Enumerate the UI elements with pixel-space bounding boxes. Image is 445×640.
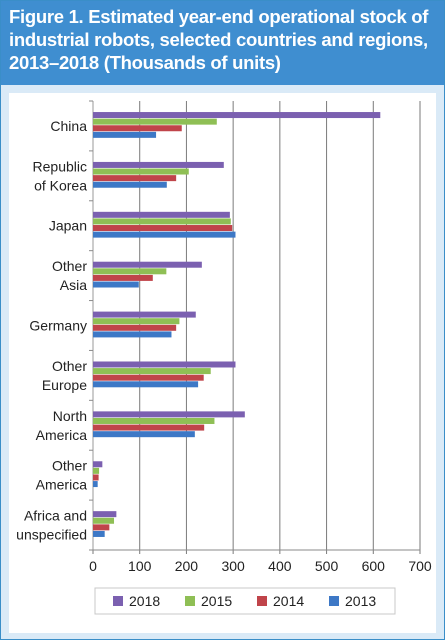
- legend-label-2014: 2014: [273, 593, 304, 609]
- bar-2015-other-asia: [93, 268, 167, 275]
- category-label: America: [36, 477, 88, 493]
- bar-2013-north-america: [93, 431, 195, 438]
- legend-swatch-2018: [113, 596, 123, 606]
- chart-panel: China Republic of Korea Japan Other Asia Germa…: [9, 93, 436, 633]
- bar-2014-china: [93, 125, 182, 132]
- bar-2015-north-america: [93, 417, 215, 424]
- title-bar: Figure 1. Estimated year-end operational…: [1, 1, 444, 85]
- legend-label-2015: 2015: [201, 593, 232, 609]
- bar-2014-other-america: [93, 474, 99, 481]
- bar-2013-china: [93, 131, 157, 138]
- bar-2014-other-asia: [93, 274, 153, 281]
- bar-2014-other-europe: [93, 374, 204, 381]
- legend-swatch-2013: [329, 596, 339, 606]
- bar-2018-other-america: [93, 461, 103, 468]
- bar-2015-china: [93, 118, 217, 125]
- category-label: Other: [52, 358, 87, 374]
- bar-2014-africa-and-unspecified: [93, 524, 110, 531]
- bar-2018-china: [93, 112, 381, 119]
- category-label: Asia: [60, 277, 87, 293]
- x-tick-label: 300: [221, 558, 245, 574]
- x-tick-label: 100: [128, 558, 152, 574]
- bar-2014-japan: [93, 225, 233, 232]
- legend-label-2018: 2018: [129, 593, 160, 609]
- bar-2013-germany: [93, 331, 172, 338]
- legend-box: [94, 587, 396, 615]
- x-tick-label: 500: [315, 558, 339, 574]
- legend-label-2013: 2013: [345, 593, 376, 609]
- bar-2015-germany: [93, 318, 180, 325]
- category-label: Japan: [49, 218, 87, 234]
- category-label: Africa and: [24, 508, 87, 524]
- x-tick-label: 600: [362, 558, 386, 574]
- bar-2013-other-america: [93, 481, 98, 488]
- bar-2014-germany: [93, 324, 177, 331]
- category-label: Other: [52, 258, 87, 274]
- category-label: Europe: [42, 377, 87, 393]
- bar-2013-other-asia: [93, 281, 139, 288]
- bar-2015-other-europe: [93, 368, 211, 375]
- bar-2015-other-america: [93, 467, 100, 474]
- bar-2015-africa-and-unspecified: [93, 517, 115, 524]
- category-label: of Korea: [34, 177, 87, 193]
- category-label: Other: [52, 458, 87, 474]
- category-label: unspecified: [16, 527, 87, 543]
- x-tick-label: 400: [268, 558, 292, 574]
- bar-2018-republic-of-korea: [93, 161, 224, 168]
- bar-2018-japan: [93, 211, 230, 218]
- legend-swatch-2014: [257, 596, 267, 606]
- bar-2014-republic-of-korea: [93, 175, 177, 182]
- category-label: America: [36, 427, 88, 443]
- category-label: Republic: [33, 158, 87, 174]
- bar-2013-other-europe: [93, 381, 199, 388]
- bar-2018-africa-and-unspecified: [93, 511, 117, 518]
- bar-2018-north-america: [93, 411, 245, 418]
- bar-2014-north-america: [93, 424, 205, 431]
- bar-2018-germany: [93, 311, 196, 318]
- bar-2018-other-europe: [93, 361, 236, 368]
- category-label: Germany: [29, 318, 87, 334]
- bar-2015-japan: [93, 218, 231, 225]
- legend-swatch-2015: [185, 596, 195, 606]
- category-label: China: [50, 118, 87, 134]
- x-tick-label: 0: [89, 558, 97, 574]
- category-label: North: [53, 408, 87, 424]
- bar-2018-other-asia: [93, 261, 202, 268]
- bar-2013-africa-and-unspecified: [93, 530, 105, 537]
- bar-2013-republic-of-korea: [93, 181, 167, 188]
- bar-2015-republic-of-korea: [93, 168, 189, 175]
- bar-2013-japan: [93, 231, 236, 238]
- x-tick-label: 200: [175, 558, 199, 574]
- x-tick-label: 700: [408, 558, 432, 574]
- bar-chart: China Republic of Korea Japan Other Asia Germa…: [16, 100, 432, 615]
- chart-title: Figure 1. Estimated year-end operational…: [9, 6, 429, 73]
